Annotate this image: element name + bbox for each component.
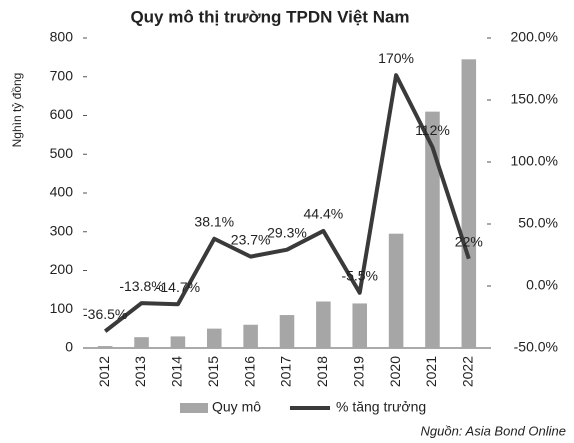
- legend-swatch: [180, 403, 208, 413]
- data-label: 29.3%: [267, 224, 307, 240]
- data-label: -14.7%: [156, 279, 200, 295]
- bar: [134, 337, 149, 348]
- x-tick-label: 2014: [169, 356, 185, 387]
- data-label: 112%: [415, 122, 450, 138]
- y2-tick-label: -50.0%: [514, 339, 558, 355]
- y-tick-label: 600: [50, 106, 74, 122]
- x-tick-label: 2012: [96, 356, 112, 387]
- legend-label: Quy mô: [212, 399, 261, 415]
- y2-tick-label: 150.0%: [511, 91, 558, 107]
- y2-tick-label: 50.0%: [518, 215, 558, 231]
- bar: [352, 303, 367, 348]
- data-label: 170%: [378, 50, 414, 66]
- x-tick-label: 2021: [423, 356, 439, 387]
- bar: [388, 233, 404, 348]
- bar: [243, 324, 258, 348]
- y-tick-label: 300: [50, 222, 74, 238]
- legend-label: % tăng trưởng: [336, 399, 426, 415]
- source: Nguồn: Asia Bond Online: [420, 423, 566, 438]
- y-tick-label: 200: [50, 261, 74, 277]
- y-tick-label: 800: [50, 29, 74, 45]
- y-tick-label: 400: [50, 184, 74, 200]
- x-tick-label: 2015: [205, 356, 221, 387]
- x-tick-label: 2019: [350, 356, 366, 387]
- y2-tick-label: 100.0%: [511, 153, 558, 169]
- data-label: -13.8%: [119, 278, 163, 294]
- bar: [97, 346, 113, 348]
- data-label: 23.7%: [231, 231, 271, 247]
- y-axis-label: Nghìn tỷ đồng: [10, 73, 24, 148]
- y-tick-label: 500: [50, 145, 74, 161]
- bar: [207, 328, 222, 348]
- x-tick-label: 2018: [314, 356, 330, 387]
- x-tick-label: 2022: [460, 356, 476, 387]
- y2-tick-label: 200.0%: [511, 29, 558, 45]
- bar: [279, 315, 295, 348]
- data-label: 22%: [455, 233, 483, 249]
- x-tick-label: 2016: [241, 356, 257, 387]
- data-label: -5.5%: [341, 268, 378, 284]
- bar: [316, 301, 331, 348]
- data-label: -36.5%: [83, 306, 127, 322]
- y-tick-label: 700: [50, 67, 74, 83]
- bar: [461, 59, 477, 348]
- bar: [425, 111, 440, 348]
- line: [103, 73, 471, 333]
- y-tick-label: 0: [65, 339, 73, 355]
- x-tick-label: 2017: [278, 356, 294, 387]
- data-label: 38.1%: [194, 213, 234, 229]
- x-tick-label: 2013: [132, 356, 148, 387]
- data-label: 44.4%: [304, 206, 344, 222]
- x-tick-label: 2020: [387, 356, 403, 387]
- y-tick-label: 100: [50, 300, 74, 316]
- y2-tick-label: 0.0%: [526, 277, 558, 293]
- chart-title: Quy mô thị trường TPDN Việt Nam: [130, 7, 409, 26]
- bar: [170, 336, 186, 348]
